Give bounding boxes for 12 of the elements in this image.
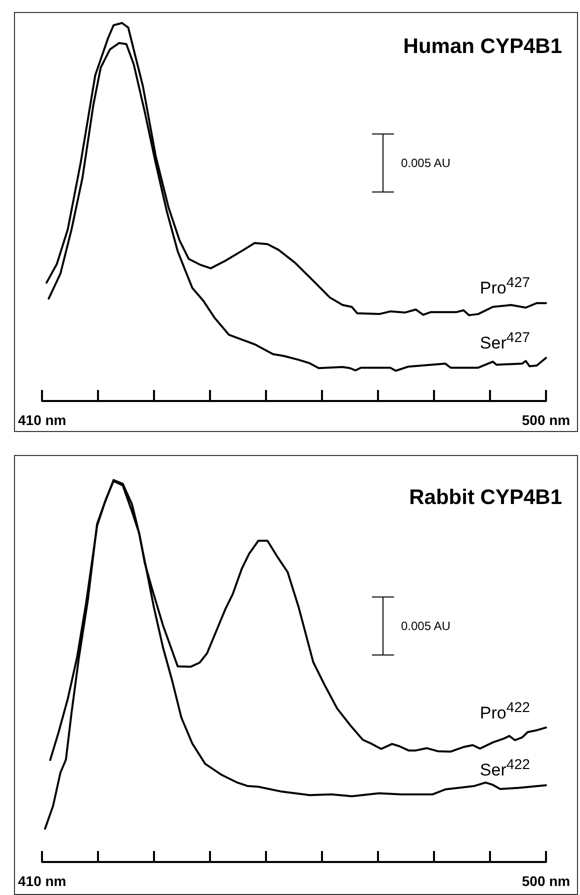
annotation: 0.005 AU: [401, 156, 450, 170]
x-tick-label: 500 nm: [522, 412, 570, 428]
series-label: Pro$^{427}$: [480, 275, 530, 298]
series-label: Ser$^{427}$: [480, 330, 530, 353]
series-label: Ser$^{422}$: [480, 757, 530, 780]
annotation: 0.005 AU: [401, 619, 450, 633]
x-tick-label: 410 nm: [18, 412, 66, 428]
x-tick-label: 500 nm: [522, 873, 570, 889]
text: Human CYP4B1: [403, 35, 562, 58]
series-label: Pro$^{422}$: [480, 700, 530, 722]
x-tick-label: 410 nm: [18, 873, 66, 889]
chart-title: Rabbit CYP4B1: [409, 486, 562, 509]
